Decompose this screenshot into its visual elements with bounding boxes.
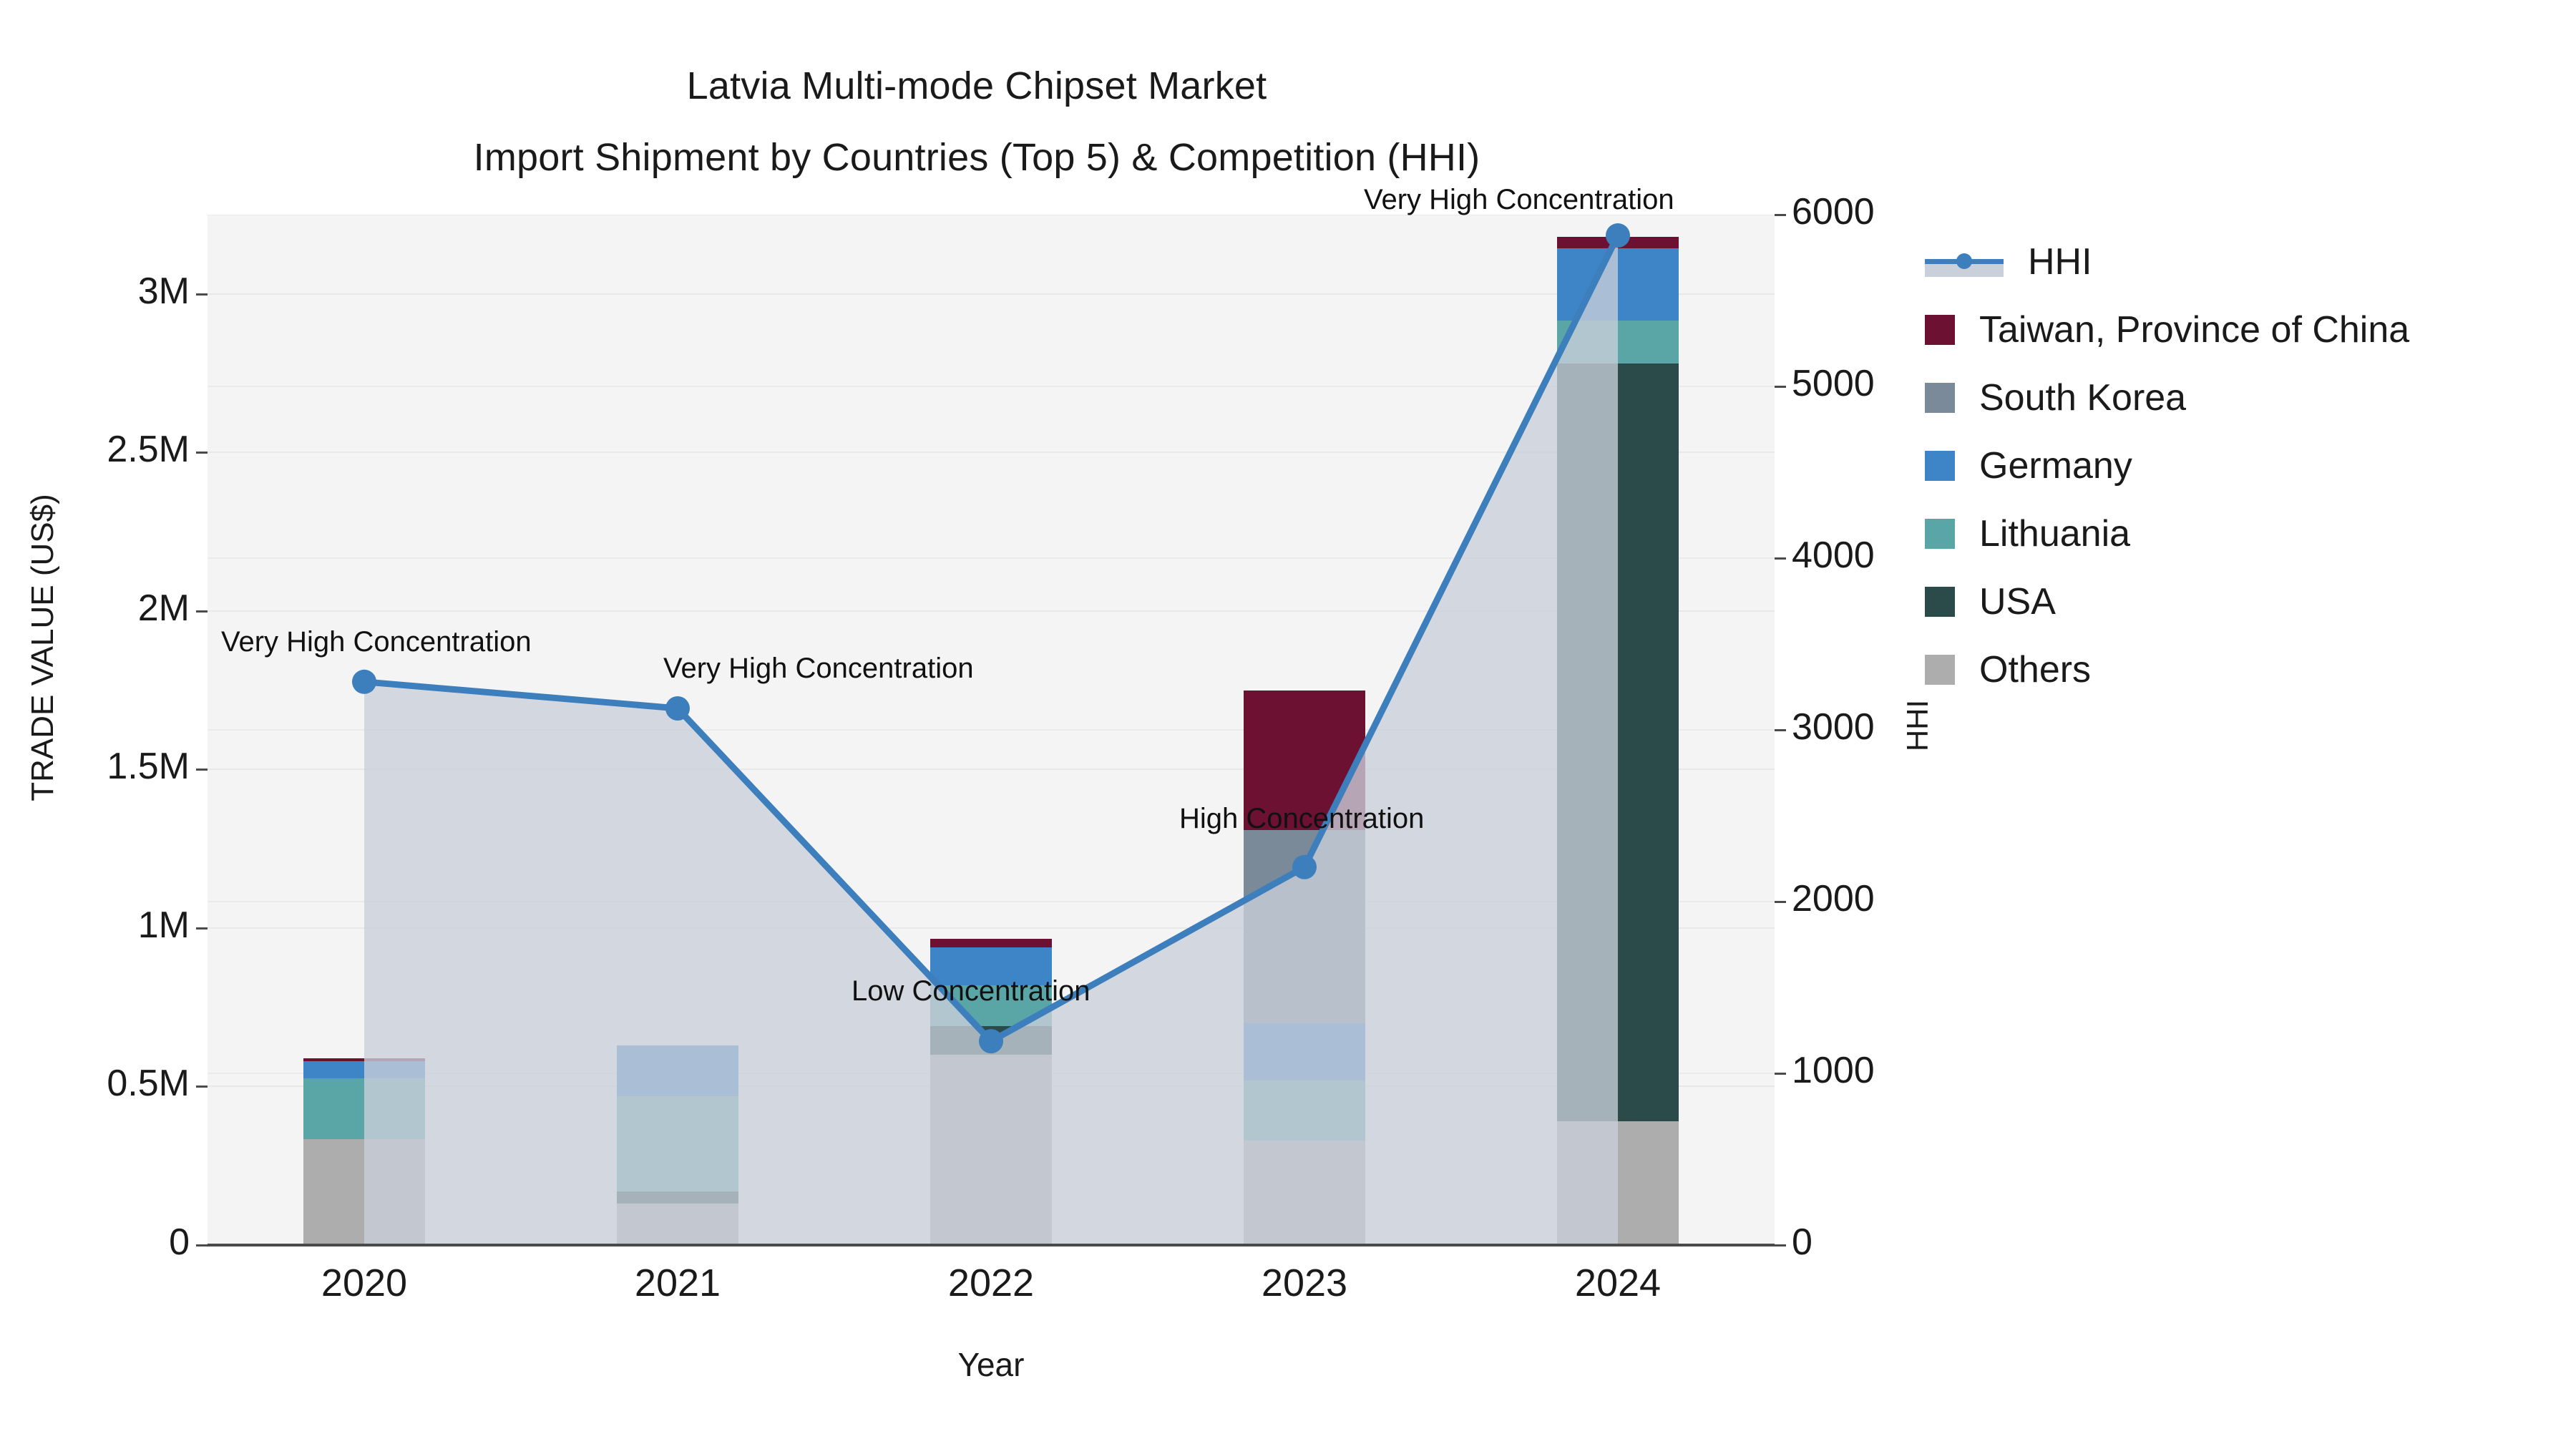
- plot-inner: [208, 215, 1775, 1245]
- gridline-left: [208, 769, 1775, 771]
- gridline-left: [208, 927, 1775, 929]
- legend-swatch-icon: [1925, 586, 1955, 617]
- gridline-right: [208, 901, 1775, 902]
- legend-item-hhi[interactable]: HHI: [1925, 228, 2555, 296]
- annotation-2022: Low Concentration: [852, 975, 1091, 1008]
- gridline-right: [208, 386, 1775, 387]
- y-tick-right-label: 2000: [1792, 878, 1875, 919]
- y-tick-left-mark: [196, 1244, 208, 1246]
- legend-item-lithuania[interactable]: Lithuania: [1925, 499, 2555, 567]
- legend-swatch-icon: [1925, 314, 1955, 345]
- y-tick-right-mark: [1775, 729, 1786, 731]
- y-tick-left-mark: [196, 927, 208, 930]
- hhi-marker-2021[interactable]: [665, 696, 690, 721]
- y-tick-right-label: 0: [1792, 1221, 1813, 1263]
- legend-item-label: Others: [1979, 648, 2092, 691]
- y-tick-left-mark: [196, 769, 208, 771]
- bar-segment[interactable]: [930, 939, 1052, 947]
- y-tick-left-mark: [196, 452, 208, 454]
- annotation-2023: High Concentration: [1179, 802, 1425, 834]
- legend-item-south-korea[interactable]: South Korea: [1925, 364, 2555, 431]
- gridline-right: [208, 729, 1775, 731]
- y-tick-right-label: 6000: [1792, 191, 1875, 233]
- y-tick-right-mark: [1775, 557, 1786, 560]
- y-tick-right-label: 3000: [1792, 706, 1875, 748]
- legend-item-others[interactable]: Others: [1925, 635, 2555, 703]
- gridline-left: [208, 452, 1775, 454]
- x-tick-label-2022: 2022: [947, 1262, 1035, 1304]
- y-tick-left-mark: [196, 610, 208, 613]
- gridline-right: [208, 557, 1775, 559]
- legend: HHI Taiwan, Province of China South Korea G…: [1925, 228, 2555, 703]
- hhi-line-overlay: [352, 223, 1630, 1245]
- y-tick-right-mark: [1775, 386, 1786, 388]
- legend-swatch-icon: [1925, 382, 1955, 413]
- x-tick-label-2023: 2023: [1261, 1262, 1348, 1304]
- hhi-marker-2024[interactable]: [1606, 223, 1630, 248]
- chart-subtitle: Import Shipment by Countries (Top 5) & C…: [473, 136, 1480, 179]
- y-tick-left-label: 1M: [137, 904, 190, 946]
- hhi-area-fill: [364, 235, 1618, 1245]
- gridline-left: [208, 293, 1775, 295]
- x-tick-label-2021: 2021: [634, 1262, 721, 1304]
- legend-item-taiwan-province-of-china[interactable]: Taiwan, Province of China: [1925, 296, 2555, 364]
- y-tick-left-label: 3M: [137, 270, 190, 312]
- y-tick-right-label: 4000: [1792, 535, 1875, 576]
- legend-swatch-icon: [1925, 450, 1955, 481]
- legend-item-label: Germany: [1979, 444, 2132, 487]
- legend-line-marker-icon: [1925, 247, 2004, 277]
- legend-swatch-icon: [1925, 654, 1955, 685]
- y-tick-right-mark: [1775, 1073, 1786, 1075]
- x-tick-label-2020: 2020: [321, 1262, 408, 1304]
- bar-segment[interactable]: [930, 947, 1052, 985]
- hhi-marker-2020[interactable]: [352, 669, 376, 694]
- y-tick-right-label: 5000: [1792, 363, 1875, 404]
- y-tick-right-mark: [1775, 1244, 1786, 1246]
- plot-area: [208, 215, 1775, 1245]
- y-tick-left-mark: [196, 1085, 208, 1088]
- gridline-left: [208, 610, 1775, 612]
- y-tick-left-mark: [196, 293, 208, 296]
- chart-title-block: Latvia Multi-mode Chipset Market Import …: [0, 50, 1953, 193]
- x-axis-label: Year: [957, 1346, 1025, 1383]
- y-tick-left-label: 2M: [137, 587, 190, 629]
- x-axis-line: [208, 1244, 1775, 1246]
- y-tick-right-label: 1000: [1792, 1050, 1875, 1091]
- y-tick-left-label: 2.5M: [107, 429, 190, 471]
- hhi-marker-2022[interactable]: [979, 1029, 1003, 1054]
- legend-item-label: Taiwan, Province of China: [1979, 308, 2410, 351]
- annotation-2020: Very High Concentration: [221, 625, 532, 658]
- annotation-2024: Very High Concentration: [1364, 184, 1674, 216]
- annotation-2021: Very High Concentration: [663, 653, 974, 684]
- x-tick-label-2024: 2024: [1574, 1262, 1662, 1304]
- legend-item-label: HHI: [2028, 240, 2092, 283]
- legend-item-label: South Korea: [1979, 376, 2187, 419]
- y-axis-left-label: TRADE VALUE (US$): [25, 494, 60, 801]
- page-title: Latvia Multi-mode Chipset Market: [686, 64, 1267, 107]
- y-tick-left-label: 0.5M: [107, 1063, 190, 1105]
- legend-item-germany[interactable]: Germany: [1925, 431, 2555, 499]
- legend-item-label: USA: [1979, 580, 2056, 623]
- y-tick-right-mark: [1775, 901, 1786, 903]
- legend-item-label: Lithuania: [1979, 512, 2131, 555]
- y-tick-left-label: 0: [169, 1221, 190, 1263]
- legend-item-usa[interactable]: USA: [1925, 567, 2555, 635]
- y-tick-right-mark: [1775, 214, 1786, 216]
- y-tick-left-label: 1.5M: [107, 746, 190, 788]
- hhi-marker-2023[interactable]: [1292, 854, 1317, 879]
- legend-swatch-icon: [1925, 518, 1955, 549]
